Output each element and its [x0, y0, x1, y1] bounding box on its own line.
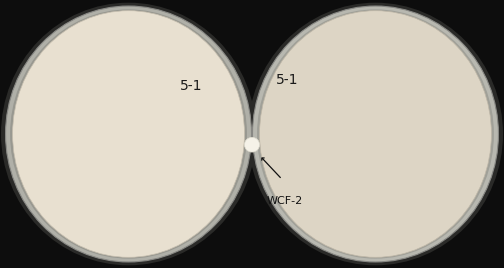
Text: 5-1: 5-1 [276, 73, 298, 87]
Text: 5-1: 5-1 [180, 79, 203, 93]
Ellipse shape [257, 9, 494, 259]
Ellipse shape [6, 6, 251, 262]
Ellipse shape [253, 6, 498, 262]
Ellipse shape [260, 11, 491, 257]
Text: WCF-2: WCF-2 [267, 196, 303, 206]
Ellipse shape [244, 137, 260, 152]
Ellipse shape [248, 3, 503, 265]
Ellipse shape [13, 11, 244, 257]
Ellipse shape [1, 3, 256, 265]
Ellipse shape [10, 9, 247, 259]
